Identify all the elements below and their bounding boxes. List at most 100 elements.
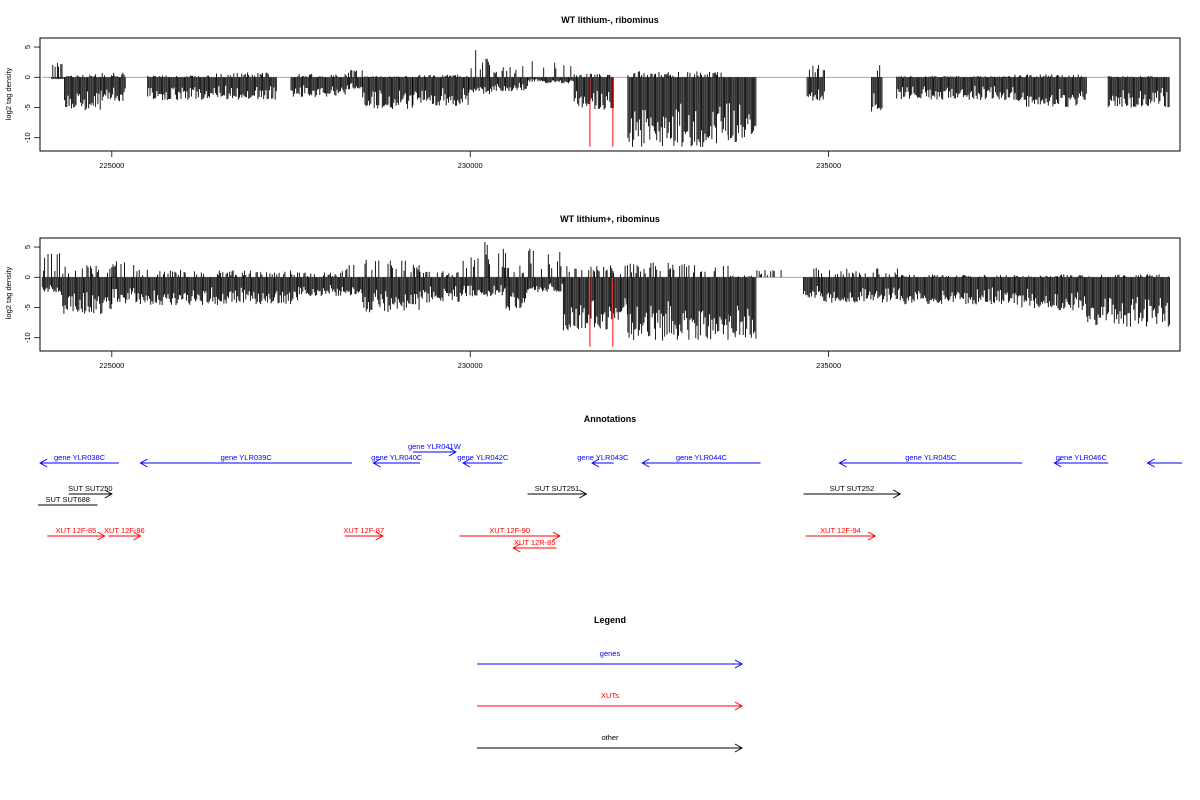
signal-segment xyxy=(297,272,342,296)
feature-label: SUT SUT688 xyxy=(46,495,90,504)
signal-bars-path xyxy=(727,275,757,339)
signal-bars-path xyxy=(573,73,614,110)
legend-label: other xyxy=(601,733,619,742)
signal-segment xyxy=(613,265,628,320)
annotations-track: Annotations gene YLR038C gene YLR039C gene… xyxy=(38,414,1182,553)
signal-bars-path xyxy=(627,262,729,341)
signal-segment xyxy=(627,262,729,341)
legend-label: genes xyxy=(600,649,621,658)
feature-label: XUT 12F-87 xyxy=(343,526,384,535)
signal-segment xyxy=(412,74,469,106)
y-tick-label: 5 xyxy=(23,245,32,249)
signal-segment xyxy=(204,72,277,100)
signal-segment xyxy=(64,74,101,111)
x-tick-label: 230000 xyxy=(458,161,483,170)
y-tick-label: -10 xyxy=(23,332,32,343)
panel-title: WT lithium-, ribominus xyxy=(561,15,659,25)
feature-label: SUT SUT250 xyxy=(68,484,112,493)
xut-feature: XUT 12F-90 xyxy=(459,526,561,541)
signal-segment xyxy=(505,265,528,311)
y-axis: 5 0 -5 -10 xyxy=(23,245,40,343)
legend-title: Legend xyxy=(594,615,626,625)
other-feature: SUT SUT250 xyxy=(68,484,113,499)
signal-bars-path xyxy=(419,271,464,303)
signal-bars-path xyxy=(462,242,507,297)
arrow-head xyxy=(579,489,588,499)
signal-bars-path xyxy=(545,62,574,84)
signal-bars xyxy=(42,50,1170,147)
feature-label: SUT SUT251 xyxy=(535,484,579,493)
arrow-head xyxy=(39,458,48,468)
legend-item: genes xyxy=(477,649,744,669)
arrow-head xyxy=(552,531,561,541)
signal-bars-path xyxy=(803,267,822,298)
arrow-head xyxy=(641,458,650,468)
arrow-head xyxy=(133,531,142,541)
x-tick-label: 225000 xyxy=(99,361,124,370)
signal-bars-path xyxy=(821,268,901,303)
signal-bars-path xyxy=(412,74,469,106)
signal-bars-path xyxy=(1057,274,1087,311)
signal-bars-path xyxy=(1014,275,1058,309)
feature-label: gene YLR044C xyxy=(676,453,728,462)
signal-bars-path xyxy=(1086,274,1170,327)
feature-label: gene YLR039C xyxy=(221,453,273,462)
x-tick-label: 225000 xyxy=(99,161,124,170)
y-tick-label: -5 xyxy=(23,104,32,111)
feature-label: XUT 12F-94 xyxy=(820,526,861,535)
feature-label: gene YLR038C xyxy=(54,453,106,462)
feature-label: gene YLR041W xyxy=(408,442,462,451)
signal-segment xyxy=(218,270,298,305)
feature-label: XUT 12F-86 xyxy=(104,526,145,535)
legend: Legend genes XUTs other xyxy=(477,615,744,753)
signal-segment xyxy=(362,259,420,313)
signal-bars-path xyxy=(1014,74,1087,107)
signal-bars-path xyxy=(136,269,220,306)
plot-frame xyxy=(39,37,1181,152)
signal-segment xyxy=(147,75,205,101)
arrow-head xyxy=(734,659,744,669)
feature-label: gene YLR042C xyxy=(457,453,509,462)
signal-bars-path xyxy=(100,72,126,102)
signal-segment xyxy=(1014,275,1058,309)
feature-label: gene YLR046C xyxy=(1056,453,1108,462)
legend-items: genes XUTs other xyxy=(477,649,744,753)
x-tick-label: 235000 xyxy=(816,361,841,370)
signal-bars-path xyxy=(562,265,614,331)
signal-bars-path xyxy=(218,270,298,305)
signal-bars-path xyxy=(111,261,137,304)
signal-bars-path xyxy=(896,76,1015,101)
signal-bars-path xyxy=(347,70,363,90)
signal-bars-path xyxy=(871,65,883,112)
gene-feature: gene YLR038C xyxy=(39,453,119,468)
signal-segment xyxy=(136,269,220,306)
signal-segment xyxy=(756,270,782,278)
arrow-head xyxy=(372,458,381,468)
signal-bars-path xyxy=(727,77,757,142)
signal-segment xyxy=(821,268,901,303)
signal-bars-path xyxy=(41,253,62,293)
signal-bars-path xyxy=(468,50,492,95)
signal-bars-path xyxy=(613,265,628,320)
signal-segment xyxy=(462,242,507,297)
signal-segment xyxy=(1086,274,1170,327)
arrow-head xyxy=(591,458,600,468)
signal-segment xyxy=(562,265,614,331)
arrow-head xyxy=(462,458,471,468)
highlight-lines xyxy=(589,77,614,147)
arrow-head xyxy=(734,701,744,711)
signal-segment xyxy=(41,253,62,293)
plot-frame xyxy=(39,237,1181,352)
signal-segment xyxy=(527,248,564,293)
signal-panel-lithium-minus: WT lithium-, ribominus log2 tag density … xyxy=(4,15,1181,170)
legend-label: XUTs xyxy=(601,691,619,700)
signal-panel-lithium-plus: WT lithium+, ribominus log2 tag density … xyxy=(4,214,1181,370)
signal-segment xyxy=(362,76,413,109)
arrow-head xyxy=(734,743,744,753)
signal-segment xyxy=(468,50,492,95)
signal-bars-path xyxy=(756,270,782,278)
signal-bars-path xyxy=(290,73,348,97)
arrow-head xyxy=(139,458,148,468)
gene-feature: gene YLR043C xyxy=(577,453,629,468)
signal-bars-path xyxy=(806,64,825,101)
